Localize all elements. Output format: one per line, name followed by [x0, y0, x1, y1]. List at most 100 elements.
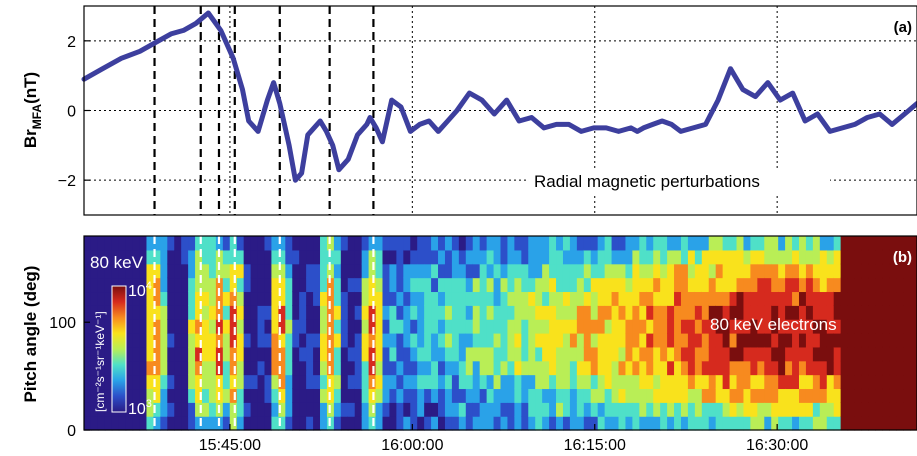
heatmap-cell [444, 402, 453, 417]
heatmap-cell [667, 333, 675, 348]
heatmap-cell [798, 374, 807, 390]
heatmap-cell [722, 374, 731, 390]
heatmap-cell [660, 319, 668, 334]
heatmap-cell [785, 416, 793, 431]
heatmap-cell [208, 346, 217, 362]
heatmap-cell [236, 402, 245, 417]
heatmap-cell [438, 333, 446, 348]
heatmap-cell [104, 249, 113, 265]
heatmap-cell [90, 374, 99, 390]
heatmap-cell [750, 249, 758, 265]
heatmap-cell [903, 388, 911, 403]
heatmap-cell [389, 333, 397, 348]
heatmap-cell [771, 277, 779, 293]
heatmap-cell [458, 263, 467, 279]
heatmap-cell [160, 277, 168, 293]
heatmap-cell [840, 388, 849, 403]
heatmap-cell [382, 305, 391, 320]
heatmap-cell [826, 333, 835, 348]
heatmap-cell [868, 388, 876, 403]
heatmap-cell [486, 374, 495, 390]
heatmap-cell [743, 388, 751, 403]
heatmap-cell [729, 388, 738, 403]
heatmap-cell [694, 263, 703, 279]
heatmap-cell [257, 360, 266, 376]
heatmap-cell [535, 305, 543, 320]
heatmap-cell [542, 236, 550, 251]
y-tick-label: 2 [67, 34, 76, 51]
heatmap-cell [715, 374, 724, 390]
heatmap-cell [146, 416, 155, 431]
heatmap-cell [313, 416, 321, 431]
heatmap-cell [757, 333, 765, 348]
heatmap-cell [792, 305, 800, 320]
heatmap-cell [257, 402, 266, 417]
heatmap-cell [354, 305, 363, 320]
heatmap-cell [243, 249, 252, 265]
heatmap-cell [562, 416, 571, 431]
heatmap-cell [104, 277, 113, 293]
heatmap-cell [382, 263, 391, 279]
heatmap-cell [785, 305, 793, 320]
heatmap-cell [493, 249, 502, 265]
heatmap-cell [306, 346, 314, 362]
heatmap-cell [500, 388, 509, 403]
heatmap-cell [743, 249, 751, 265]
heatmap-cell [90, 305, 99, 320]
heatmap-cell [785, 249, 793, 265]
heatmap-cell [805, 263, 814, 279]
heatmap-cell [569, 374, 578, 390]
heatmap-cell [785, 236, 793, 251]
heatmap-cell [181, 305, 189, 320]
heatmap-cell [292, 346, 300, 362]
heatmap-cell [583, 360, 592, 376]
heatmap-cell [875, 263, 883, 279]
heatmap-cell [202, 360, 210, 376]
heatmap-cell [639, 402, 647, 417]
heatmap-cell [868, 416, 876, 431]
heatmap-cell [618, 305, 627, 320]
heatmap-cell [208, 416, 217, 431]
heatmap-cell [208, 319, 217, 334]
heatmap-cell [549, 374, 557, 390]
heatmap-cell [660, 236, 668, 251]
heatmap-cell [896, 249, 904, 265]
heatmap-cell [250, 360, 259, 376]
heatmap-cell [500, 236, 509, 251]
heatmap-cell [542, 333, 550, 348]
heatmap-cell [639, 360, 647, 376]
heatmap-cell [208, 374, 217, 390]
heatmap-cell [118, 236, 127, 251]
heatmap-cell [882, 360, 890, 376]
heatmap-cell [188, 416, 196, 431]
heatmap-cell [729, 374, 738, 390]
heatmap-cell [438, 291, 446, 306]
heatmap-cell [528, 236, 536, 251]
heatmap-cell [743, 305, 751, 320]
heatmap-cell [278, 402, 286, 417]
heatmap-cell [590, 319, 599, 334]
heatmap-cell [785, 360, 793, 376]
heatmap-cell [410, 263, 418, 279]
heatmap-cell [854, 277, 863, 293]
heatmap-cell [798, 263, 807, 279]
heatmap-cell [611, 277, 620, 293]
heatmap-cell [285, 346, 293, 362]
heatmap-cell [389, 236, 397, 251]
heatmap-cell [382, 402, 391, 417]
heatmap-cell [132, 263, 141, 279]
heatmap-cell [333, 388, 342, 403]
heatmap-cell [250, 305, 259, 320]
heatmap-cell [729, 305, 738, 320]
heatmap-cell [729, 360, 738, 376]
heatmap-cell [493, 277, 502, 293]
heatmap-cell [590, 291, 599, 306]
heatmap-cell [521, 319, 529, 334]
heatmap-cell [889, 236, 897, 251]
heatmap-cell [715, 333, 724, 348]
heatmap-cell [104, 291, 113, 306]
heatmap-cell [680, 402, 689, 417]
heatmap-cell [903, 277, 911, 293]
heatmap-cell [271, 374, 279, 390]
heatmap-cell [313, 277, 321, 293]
